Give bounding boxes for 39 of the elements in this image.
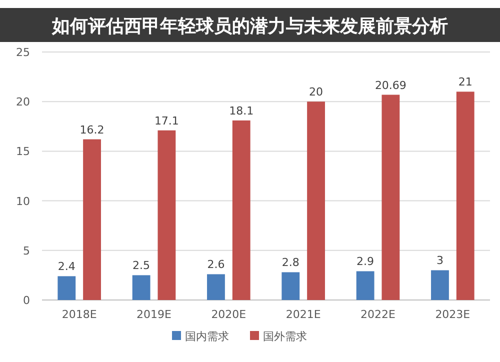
bar xyxy=(382,94,400,300)
data-label: 17.1 xyxy=(154,114,179,128)
data-label: 2.6 xyxy=(207,258,225,272)
bar xyxy=(356,271,374,300)
x-tick-label: 2022E xyxy=(360,308,396,321)
chart-title: 如何评估西甲年轻球员的潜力与未来发展前景分析 xyxy=(51,16,448,37)
y-tick-label: 5 xyxy=(23,244,30,258)
data-label: 2.5 xyxy=(132,259,150,272)
legend-label: 国内需求 xyxy=(185,330,229,343)
data-label: 2.9 xyxy=(356,255,374,268)
data-label: 21 xyxy=(458,76,472,89)
y-tick-label: 0 xyxy=(23,294,30,307)
x-tick-label: 2020E xyxy=(211,308,246,321)
data-label: 2.8 xyxy=(282,256,300,270)
x-tick-label: 2019E xyxy=(136,308,172,321)
bar xyxy=(158,130,176,300)
bar xyxy=(456,92,474,300)
y-tick-label: 20 xyxy=(16,96,30,109)
bar xyxy=(232,120,250,300)
x-tick-label: 2023E xyxy=(435,308,470,321)
data-label: 18.1 xyxy=(229,104,254,118)
y-tick-label: 10 xyxy=(16,194,30,208)
bar xyxy=(282,272,300,300)
bar xyxy=(431,270,449,300)
bar xyxy=(58,276,76,300)
bar xyxy=(132,275,150,300)
x-tick-label: 2021E xyxy=(286,308,321,321)
bar xyxy=(83,139,101,300)
data-label: 2.4 xyxy=(58,260,76,274)
legend-label: 国外需求 xyxy=(263,330,307,343)
x-tick-label: 2018E xyxy=(62,308,97,321)
data-label: 3 xyxy=(436,254,444,268)
y-tick-label: 25 xyxy=(16,46,30,59)
data-label: 16.2 xyxy=(80,123,104,136)
bar xyxy=(207,274,225,300)
data-label: 20 xyxy=(309,86,324,99)
data-label: 20.69 xyxy=(374,78,406,92)
y-tick-label: 15 xyxy=(16,145,30,158)
bar xyxy=(307,102,325,300)
